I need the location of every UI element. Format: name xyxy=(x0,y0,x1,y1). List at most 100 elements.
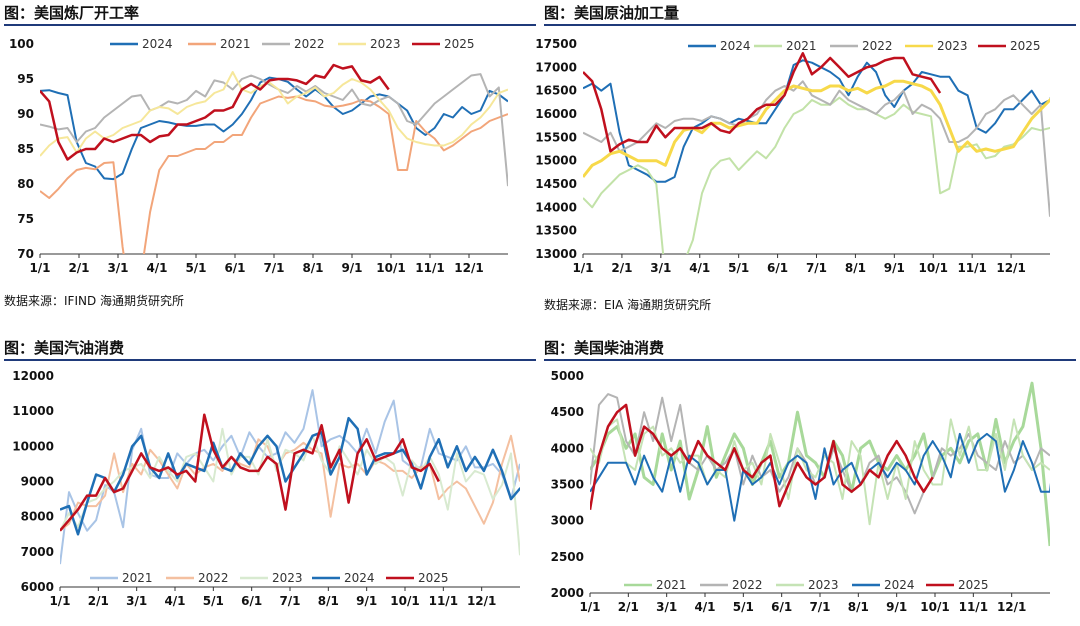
y-tick-label: 6000 xyxy=(21,580,54,594)
series-line-2021 xyxy=(40,95,508,254)
y-tick-label: 8000 xyxy=(21,510,54,524)
legend-label: 2021 xyxy=(220,37,251,51)
x-tick-label: 5/1 xyxy=(733,600,754,614)
y-tick-label: 4000 xyxy=(551,441,584,455)
legend-label: 2022 xyxy=(862,39,893,53)
legend-label: 2023 xyxy=(808,578,839,592)
legend-label: 2023 xyxy=(937,39,968,53)
x-tick-label: 10/1 xyxy=(919,261,948,275)
series-line-2025 xyxy=(583,52,942,153)
x-tick-label: 4/1 xyxy=(146,261,167,275)
y-tick-label: 90 xyxy=(17,107,34,121)
x-tick-label: 8/1 xyxy=(848,600,869,614)
series-group xyxy=(40,63,508,254)
x-tick-label: 1/1 xyxy=(572,261,593,275)
legend-label: 2024 xyxy=(720,39,751,53)
y-tick-label: 2500 xyxy=(551,550,584,564)
x-tick-label: 5/1 xyxy=(185,261,206,275)
panel-diesel-consumption: 图：美国柴油消费 2000 2500 3000 3500 4000 4500 5000 1/1… xyxy=(540,313,1080,626)
x-tick-label: 1/1 xyxy=(579,600,600,614)
x-tick-label: 9/1 xyxy=(886,600,907,614)
series-group xyxy=(590,381,1050,547)
refinery-utilization-chart: 70 75 80 85 90 95 100 1/1 2/1 3/1 4/1 5/1 6/1 7/1 8/1 9… xyxy=(9,37,508,275)
x-tick-label: 3/1 xyxy=(656,600,677,614)
series-line-2025 xyxy=(590,403,934,511)
y-tick-label: 14500 xyxy=(535,177,577,191)
x-tick-label: 9/1 xyxy=(341,261,362,275)
x-tick-label: 11/1 xyxy=(959,600,988,614)
x-tick-label: 12/1 xyxy=(996,261,1025,275)
x-tick-label: 6/1 xyxy=(767,261,788,275)
y-tick-label: 12000 xyxy=(12,369,54,383)
x-tick-label: 8/1 xyxy=(845,261,866,275)
series-line-2023 xyxy=(583,79,1050,178)
data-source-note: 数据来源：EIA 海通期货研究所 xyxy=(544,298,712,312)
x-tick-label: 5/1 xyxy=(203,594,224,608)
x-tick-label: 2/1 xyxy=(88,594,109,608)
x-tick-label: 9/1 xyxy=(884,261,905,275)
y-tick-label: 95 xyxy=(17,72,34,86)
series-line-2024 xyxy=(60,416,520,536)
y-tick-label: 5000 xyxy=(551,369,584,383)
x-tick-label: 11/1 xyxy=(415,261,444,275)
series-line-2021 xyxy=(583,96,1050,254)
x-tick-label: 10/1 xyxy=(376,261,405,275)
y-tick-label: 4500 xyxy=(551,405,584,419)
series-line-2022 xyxy=(583,80,1050,217)
y-tick-label: 7000 xyxy=(21,545,54,559)
y-tick-label: 3500 xyxy=(551,478,584,492)
x-tick-label: 10/1 xyxy=(390,594,419,608)
y-tick-label: 13500 xyxy=(535,224,577,238)
legend-label: 2024 xyxy=(344,571,375,585)
x-tick-label: 3/1 xyxy=(107,261,128,275)
x-tick-label: 4/1 xyxy=(689,261,710,275)
y-tick-label: 100 xyxy=(9,37,34,51)
y-tick-label: 11000 xyxy=(12,404,54,418)
series-line-2025 xyxy=(60,413,440,532)
legend-label: 2024 xyxy=(142,37,173,51)
legend-label: 2025 xyxy=(418,571,449,585)
x-tick-label: 11/1 xyxy=(957,261,986,275)
x-tick-label: 5/1 xyxy=(728,261,749,275)
y-tick-label: 75 xyxy=(17,212,34,226)
x-tick-label: 2/1 xyxy=(618,600,639,614)
series-line-2023 xyxy=(60,427,520,556)
series-line-2024 xyxy=(590,432,1050,522)
panel-gasoline-consumption: 图：美国汽油消费 6000 7000 8000 9000 10000 11000 12000… xyxy=(0,313,540,626)
chart-title: 图：美国汽油消费 xyxy=(4,339,125,357)
x-tick-label: 6/1 xyxy=(224,261,245,275)
legend-label: 2022 xyxy=(732,578,763,592)
panel-refinery-utilization: 图：美国炼厂开工率 70 75 80 85 90 95 100 1/1 2/1 3/1 4/1 5/1… xyxy=(0,0,540,313)
legend-label: 2024 xyxy=(884,578,915,592)
legend-label: 2023 xyxy=(272,571,303,585)
series-line-2024 xyxy=(40,76,508,181)
chart-title: 图：美国原油加工量 xyxy=(544,4,680,22)
diesel-consumption-chart: 2000 2500 3000 3500 4000 4500 5000 1/1 2/1 3/1 4/1… xyxy=(551,369,1050,614)
series-group xyxy=(583,52,1050,254)
title-underline xyxy=(4,24,536,26)
x-tick-label: 7/1 xyxy=(809,600,830,614)
x-tick-label: 3/1 xyxy=(650,261,671,275)
x-tick-label: 2/1 xyxy=(611,261,632,275)
gasoline-consumption-chart: 6000 7000 8000 9000 10000 11000 12000 1/1 2/1 3/1… xyxy=(12,369,520,608)
x-tick-label: 8/1 xyxy=(318,594,339,608)
series-group xyxy=(60,389,520,565)
legend-label: 2022 xyxy=(198,571,229,585)
y-tick-label: 16000 xyxy=(535,107,577,121)
chart-title: 图：美国炼厂开工率 xyxy=(4,4,140,22)
x-tick-label: 11/1 xyxy=(429,594,458,608)
chart-title: 图：美国柴油消费 xyxy=(544,339,665,357)
y-tick-label: 80 xyxy=(17,177,34,191)
y-tick-label: 13000 xyxy=(535,247,577,261)
y-tick-label: 3000 xyxy=(551,514,584,528)
title-underline xyxy=(544,359,1076,361)
series-line-2025 xyxy=(40,63,390,161)
panel-crude-processing: 图：美国原油加工量 13000 13500 14000 14500 15000 15500… xyxy=(535,0,1080,313)
legend-label: 2025 xyxy=(444,37,475,51)
legend-label: 2023 xyxy=(370,37,401,51)
series-line-2023 xyxy=(40,71,508,157)
x-tick-label: 12/1 xyxy=(454,261,483,275)
legend-label: 2025 xyxy=(1010,39,1041,53)
series-line-2024 xyxy=(583,59,1050,183)
data-source-note: 数据来源：IFIND 海通期货研究所 xyxy=(4,294,185,308)
